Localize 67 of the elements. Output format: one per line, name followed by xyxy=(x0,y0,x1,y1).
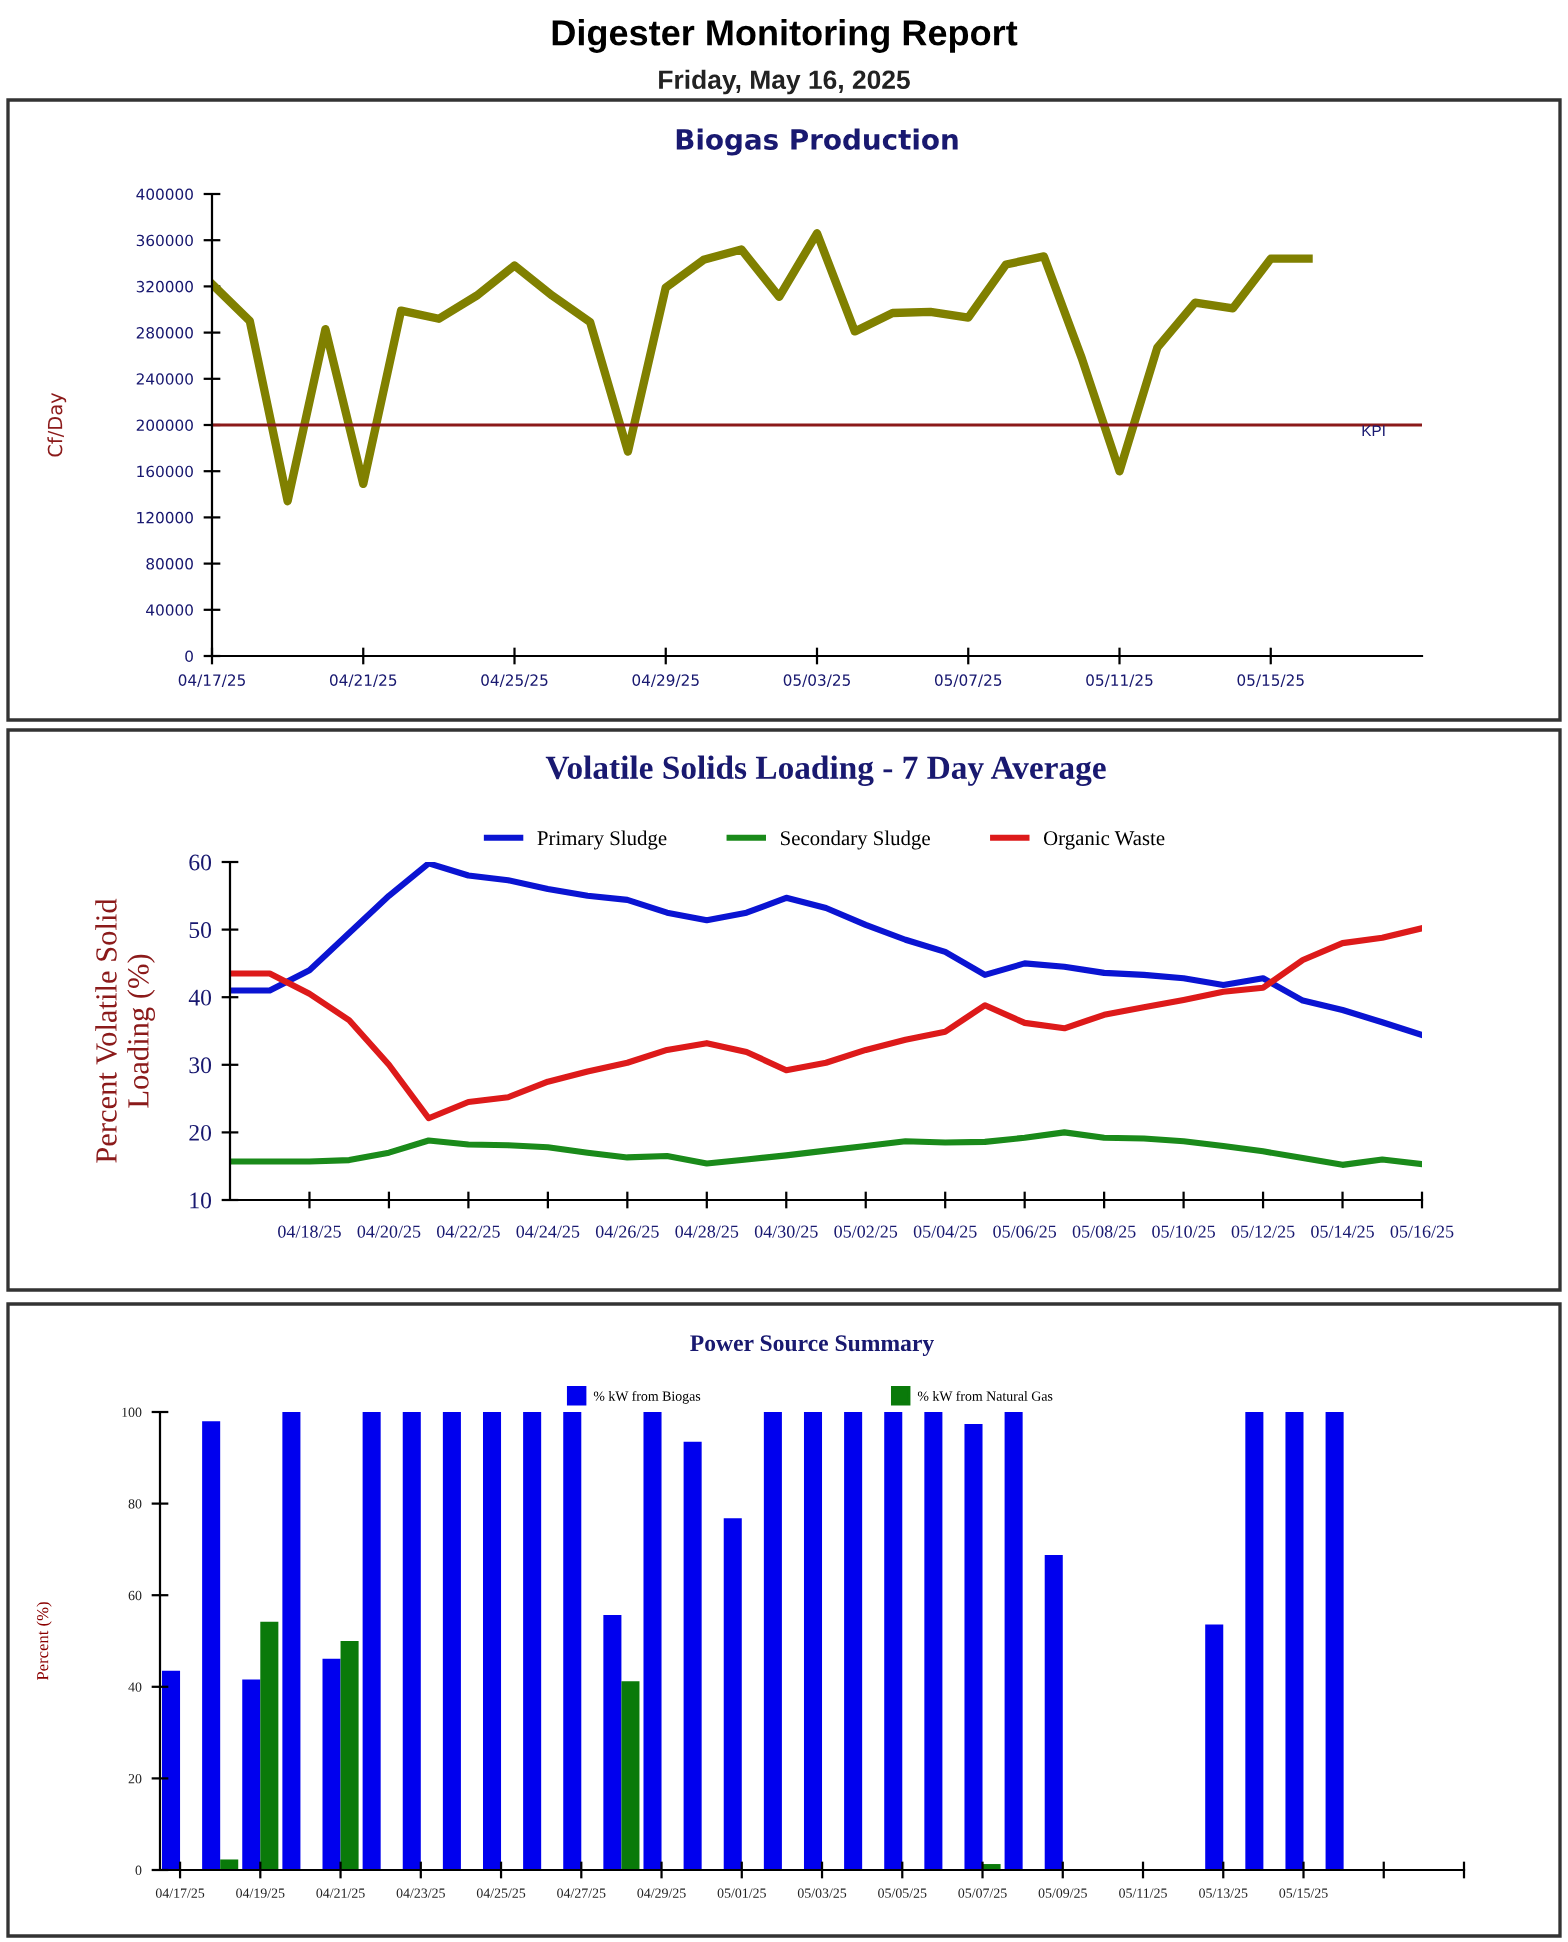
bar xyxy=(362,1412,381,1870)
y-tick-label: 60 xyxy=(189,854,212,871)
y-axis-title: Cf/Day xyxy=(47,392,67,457)
chart-title: Power Source Summary xyxy=(690,1335,934,1356)
bar xyxy=(523,1412,542,1870)
x-tick-label: 04/24/25 xyxy=(516,1225,580,1238)
y-tick-label: 50 xyxy=(189,922,212,939)
bar xyxy=(260,1621,279,1870)
x-tick-label: 05/06/25 xyxy=(993,1225,1057,1238)
chart-title: Volatile Solids Loading - 7 Day Average xyxy=(545,755,1106,787)
x-tick-label: 05/02/25 xyxy=(834,1225,898,1238)
bar xyxy=(844,1412,863,1870)
bar xyxy=(803,1412,823,1870)
legend-label: Organic Waste xyxy=(1043,831,1165,850)
x-tick-label: 04/26/25 xyxy=(595,1225,659,1238)
x-tick-label: 05/16/25 xyxy=(1390,1225,1454,1238)
line-series xyxy=(230,1129,1422,1168)
bar xyxy=(1004,1412,1023,1870)
bar xyxy=(322,1658,341,1870)
bar xyxy=(603,1614,622,1870)
line-series xyxy=(230,925,1422,1122)
y-tick-label: 40 xyxy=(188,989,212,1006)
bar xyxy=(202,1421,221,1870)
bar xyxy=(964,1423,983,1870)
x-tick-label: 05/14/25 xyxy=(1311,1225,1374,1238)
y-axis-title: Percent Volatile Solid Loading (%) xyxy=(95,898,155,1163)
chart-title: Biogas Production xyxy=(676,128,958,156)
bar xyxy=(1285,1412,1304,1870)
x-tick-label: 05/10/25 xyxy=(1152,1225,1215,1238)
bar xyxy=(1044,1554,1063,1870)
bar xyxy=(621,1681,640,1870)
bar xyxy=(723,1518,742,1870)
line-series xyxy=(230,862,1422,1039)
bar xyxy=(442,1412,461,1870)
x-tick-label: 05/04/25 xyxy=(913,1225,977,1238)
bar xyxy=(220,1859,239,1870)
bar xyxy=(402,1412,421,1870)
line-series xyxy=(212,229,1313,506)
y-tick-label: 20 xyxy=(189,1124,212,1141)
text: Friday, May 16, 2025 xyxy=(659,69,910,95)
x-tick-label: 04/30/25 xyxy=(754,1225,818,1238)
x-tick-label: 05/08/25 xyxy=(1072,1225,1136,1238)
bar xyxy=(162,1670,181,1870)
x-tick-label: 04/20/25 xyxy=(357,1225,421,1238)
y-axis-title: Percent (%) xyxy=(36,1602,52,1681)
x-tick-label: 04/28/25 xyxy=(675,1225,739,1238)
y-tick-label: 30 xyxy=(189,1057,212,1074)
text: Digester Monitoring Report xyxy=(552,19,1018,53)
bar xyxy=(924,1412,943,1870)
bar xyxy=(282,1412,301,1870)
bar xyxy=(643,1412,662,1870)
bar xyxy=(482,1412,502,1870)
bar xyxy=(340,1641,359,1870)
legend-label: Secondary Sludge xyxy=(781,830,930,850)
bar xyxy=(683,1441,702,1870)
bar xyxy=(1205,1624,1224,1870)
y-tick-label: 10 xyxy=(190,1192,212,1209)
x-tick-label: 05/12/25 xyxy=(1231,1225,1295,1238)
x-tick-label: 04/18/25 xyxy=(278,1225,341,1238)
x-tick-label: 04/22/25 xyxy=(436,1225,500,1238)
bar xyxy=(563,1412,582,1870)
bar xyxy=(1325,1412,1344,1870)
bar xyxy=(884,1412,903,1870)
bar xyxy=(763,1412,782,1870)
bar xyxy=(242,1679,261,1870)
bar xyxy=(1245,1412,1264,1870)
legend-label: Primary Sludge xyxy=(537,830,667,850)
